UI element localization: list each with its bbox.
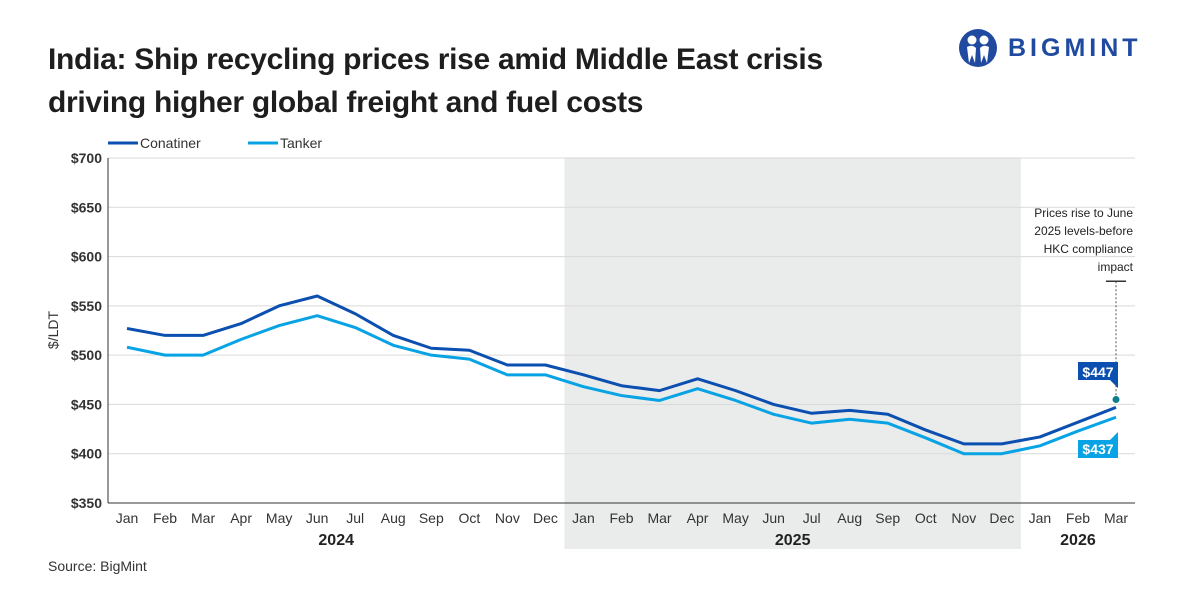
annotation-text: Prices rise to June [1034, 206, 1133, 220]
y-tick-label: $650 [71, 199, 102, 215]
x-tick-label: Mar [1104, 510, 1128, 526]
x-tick-label: Mar [191, 510, 215, 526]
x-tick-label: Jun [306, 510, 329, 526]
y-axis-label: $/LDT [45, 310, 61, 349]
x-tick-label: Aug [381, 510, 406, 526]
x-tick-label: Dec [989, 510, 1014, 526]
annotation-dot [1112, 396, 1120, 403]
x-tick-label: Jan [572, 510, 595, 526]
end-label-container: $447 [1082, 364, 1113, 380]
x-tick-label: Sep [875, 510, 900, 526]
end-label-tanker: $437 [1082, 441, 1113, 457]
logo-icon [959, 29, 997, 67]
y-tick-label: $500 [71, 347, 102, 363]
x-tick-label: Nov [951, 510, 976, 526]
legend-label: Tanker [280, 135, 322, 151]
y-tick-label: $700 [71, 150, 102, 166]
y-tick-label: $400 [71, 446, 102, 462]
x-tick-label: May [722, 510, 748, 526]
x-tick-label: Jul [803, 510, 821, 526]
x-tick-label: Jan [116, 510, 139, 526]
end-badge-tanker [1078, 432, 1118, 458]
x-tick-label: Jul [346, 510, 364, 526]
logo-text: BIGMINT [1008, 33, 1142, 62]
y-tick-label: $550 [71, 298, 102, 314]
x-tick-label: Jun [762, 510, 785, 526]
legend-label: Conatiner [140, 135, 201, 151]
x-tick-label: Feb [153, 510, 177, 526]
x-tick-label: Aug [837, 510, 862, 526]
year-shade-2025 [564, 158, 1021, 549]
source-note: Source: BigMint [48, 558, 147, 574]
x-tick-label: Feb [1066, 510, 1090, 526]
x-tick-label: Jan [1029, 510, 1052, 526]
annotation-text: HKC compliance [1044, 242, 1134, 256]
year-label: 2026 [1060, 532, 1096, 549]
year-label: 2024 [318, 532, 354, 549]
x-tick-label: May [266, 510, 292, 526]
x-tick-label: Oct [458, 510, 480, 526]
x-tick-label: Dec [533, 510, 558, 526]
series-line-0 [126, 294, 1117, 446]
annotation-text: impact [1098, 260, 1134, 274]
x-tick-label: Apr [230, 510, 252, 526]
x-tick-label: Feb [609, 510, 633, 526]
end-badge-container [1078, 362, 1118, 388]
year-label: 2025 [775, 532, 811, 549]
bigmint-logo: BIGMINT [958, 28, 1142, 68]
series-line-1 [126, 314, 1117, 456]
chart-title: India: Ship recycling prices rise amid M… [48, 43, 823, 119]
x-tick-label: Nov [495, 510, 520, 526]
y-tick-label: $600 [71, 249, 102, 265]
x-tick-label: Mar [647, 510, 671, 526]
y-tick-label: $450 [71, 396, 102, 412]
x-tick-label: Oct [915, 510, 937, 526]
x-tick-label: Sep [419, 510, 444, 526]
x-tick-label: Apr [687, 510, 709, 526]
annotation-text: 2025 levels-before [1034, 224, 1133, 238]
y-tick-label: $350 [71, 495, 102, 511]
